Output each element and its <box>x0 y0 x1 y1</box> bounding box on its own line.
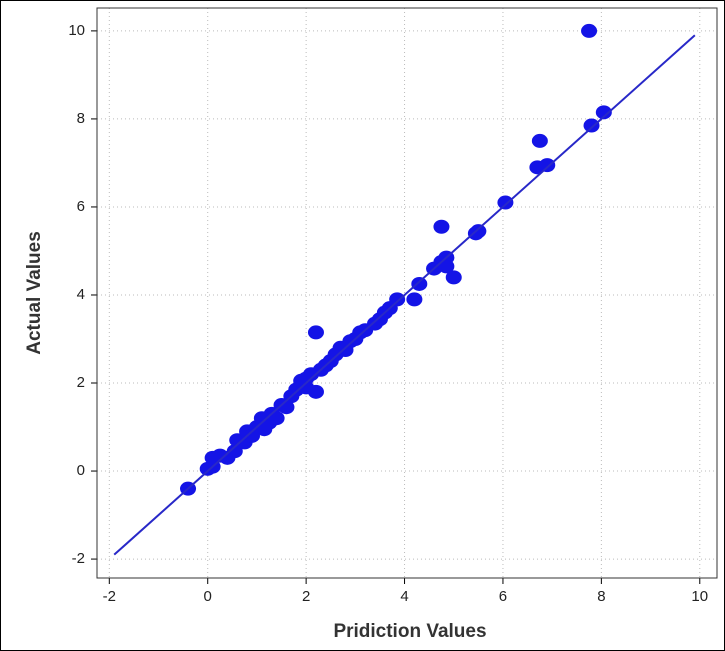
point <box>226 444 243 459</box>
x-axis-title: Pridiction Values <box>333 621 486 642</box>
point <box>531 133 548 148</box>
y-tick-label: 0 <box>77 462 85 479</box>
point <box>307 384 324 399</box>
y-tick-label: -2 <box>72 550 85 567</box>
point <box>411 276 428 291</box>
point <box>438 259 455 274</box>
point <box>539 158 556 173</box>
point <box>583 118 600 133</box>
point <box>268 411 285 426</box>
y-axis-title: Actual Values <box>24 231 45 355</box>
point <box>406 292 423 307</box>
y-tick-label: 10 <box>68 22 85 39</box>
y-tick-label: 8 <box>77 110 85 127</box>
y-tick-label: 6 <box>77 198 85 215</box>
point <box>581 23 598 38</box>
x-tick-label: 4 <box>400 588 408 605</box>
point <box>389 292 406 307</box>
point <box>497 195 514 210</box>
point <box>470 224 487 239</box>
fit-line <box>113 34 696 556</box>
x-tick-label: 2 <box>302 588 310 605</box>
point <box>445 270 462 285</box>
point <box>433 219 450 234</box>
x-tick-label: 0 <box>204 588 212 605</box>
x-tick-label: 6 <box>499 588 507 605</box>
x-tick-label: 8 <box>597 588 605 605</box>
y-tick-label: 4 <box>77 286 85 303</box>
y-tick-label: 2 <box>77 374 85 391</box>
x-tick-label: -2 <box>103 588 116 605</box>
plot-frame <box>96 7 718 579</box>
point <box>307 325 324 340</box>
x-tick-label: 10 <box>691 588 708 605</box>
point <box>595 105 612 120</box>
